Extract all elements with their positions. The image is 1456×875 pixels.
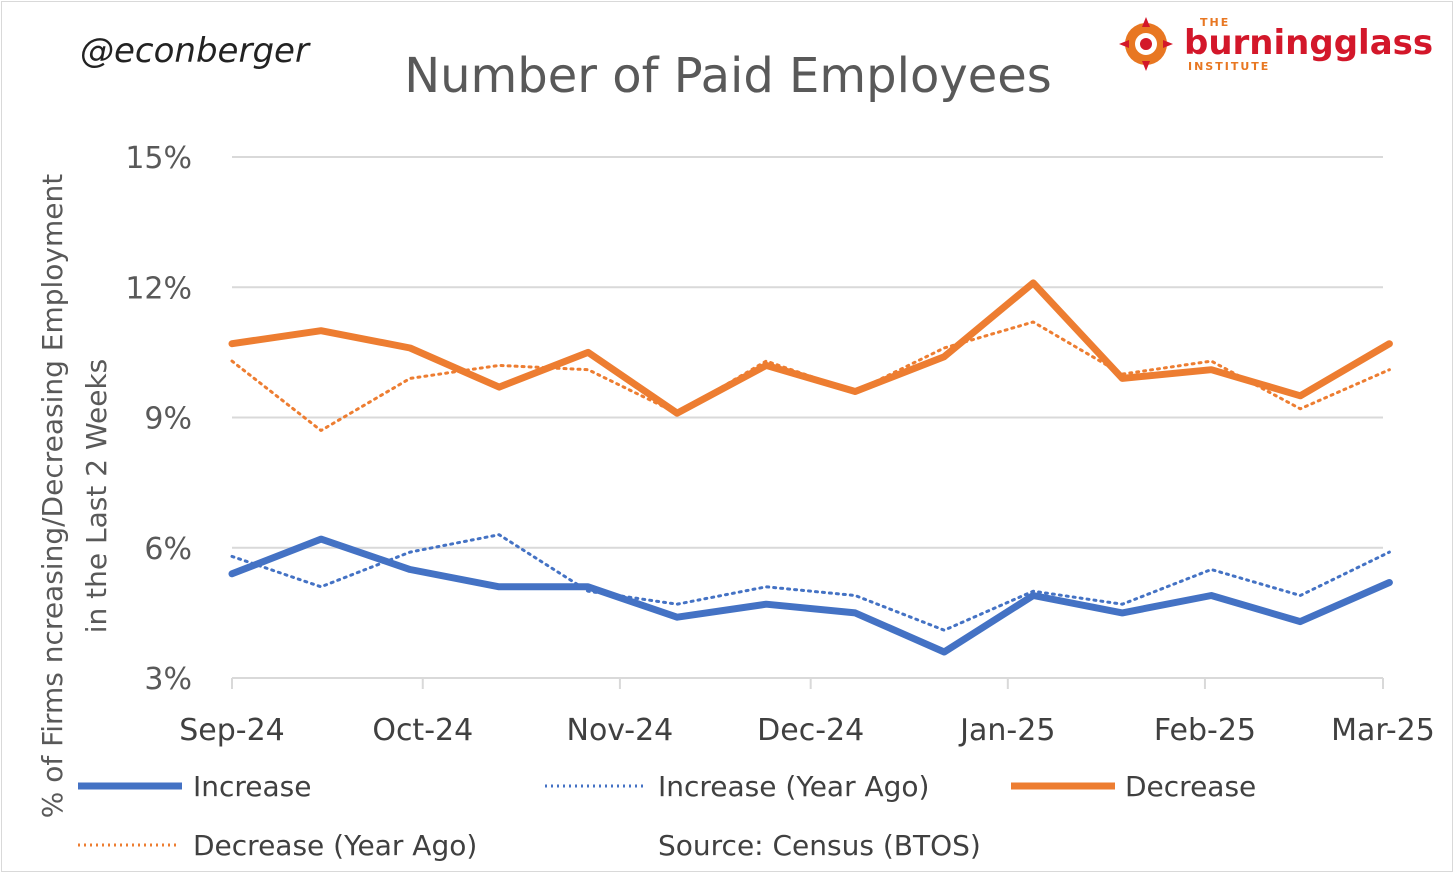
- chart-title: Number of Paid Employees: [404, 48, 1052, 104]
- burning-glass-logo: THE burningglass INSTITUTE: [1119, 16, 1433, 73]
- legend-label-increase-year-ago: Increase (Year Ago): [658, 770, 929, 803]
- x-tick-label-dec-24: Dec-24: [757, 713, 864, 748]
- y-tick-label-3: 3%: [144, 662, 192, 697]
- author-handle: @econberger: [80, 31, 311, 71]
- x-tick-labels: Sep-24 Oct-24 Nov-24 Dec-24 Jan-25 Feb-25 Mar-…: [179, 713, 1435, 748]
- legend-label-increase: Increase: [193, 770, 312, 803]
- x-tick-label-jan-25: Jan-25: [958, 713, 1055, 748]
- y-tick-labels: 3% 6% 9% 12% 15%: [125, 141, 192, 697]
- x-tick-label-oct-24: Oct-24: [372, 713, 473, 748]
- legend: Increase Increase (Year Ago) Decrease De…: [78, 770, 1256, 862]
- y-axis-title: % of Firms ncreasing/Decreasing Employme…: [36, 174, 113, 818]
- y-axis-title-line-2: in the Last 2 Weeks: [80, 359, 113, 634]
- source-note: Source: Census (BTOS): [658, 829, 981, 862]
- sun-logo-icon: [1119, 17, 1173, 71]
- x-tick-label-feb-25: Feb-25: [1154, 713, 1256, 748]
- x-axis: [231, 677, 1384, 689]
- gridlines: [232, 156, 1383, 549]
- y-tick-label-9: 9%: [144, 402, 192, 437]
- legend-label-decrease-year-ago: Decrease (Year Ago): [193, 829, 477, 862]
- logo-the: THE: [1200, 16, 1230, 29]
- x-tick-label-sep-24: Sep-24: [179, 713, 285, 748]
- logo-institute: INSTITUTE: [1188, 60, 1270, 73]
- logo-name: burningglass: [1184, 23, 1433, 63]
- series-line-increase-year-ago: [230, 533, 1391, 632]
- legend-item-increase: Increase: [78, 770, 312, 803]
- y-tick-label-6: 6%: [144, 532, 192, 567]
- x-tick-label-mar-25: Mar-25: [1331, 713, 1435, 748]
- series-line-increase: [228, 535, 1393, 656]
- legend-item-increase-year-ago: Increase (Year Ago): [545, 770, 929, 803]
- legend-label-decrease: Decrease: [1125, 770, 1256, 803]
- legend-item-decrease-year-ago: Decrease (Year Ago): [78, 829, 477, 862]
- series-line-decrease-year-ago: [230, 320, 1391, 432]
- series-line-decrease: [228, 279, 1393, 417]
- y-axis-title-line-1: % of Firms ncreasing/Decreasing Employme…: [36, 174, 69, 818]
- x-tick-label-nov-24: Nov-24: [567, 713, 674, 748]
- y-tick-label-12: 12%: [125, 271, 192, 306]
- y-tick-label-15: 15%: [125, 141, 192, 176]
- legend-item-decrease: Decrease: [1011, 770, 1256, 803]
- series-lines: [228, 279, 1393, 656]
